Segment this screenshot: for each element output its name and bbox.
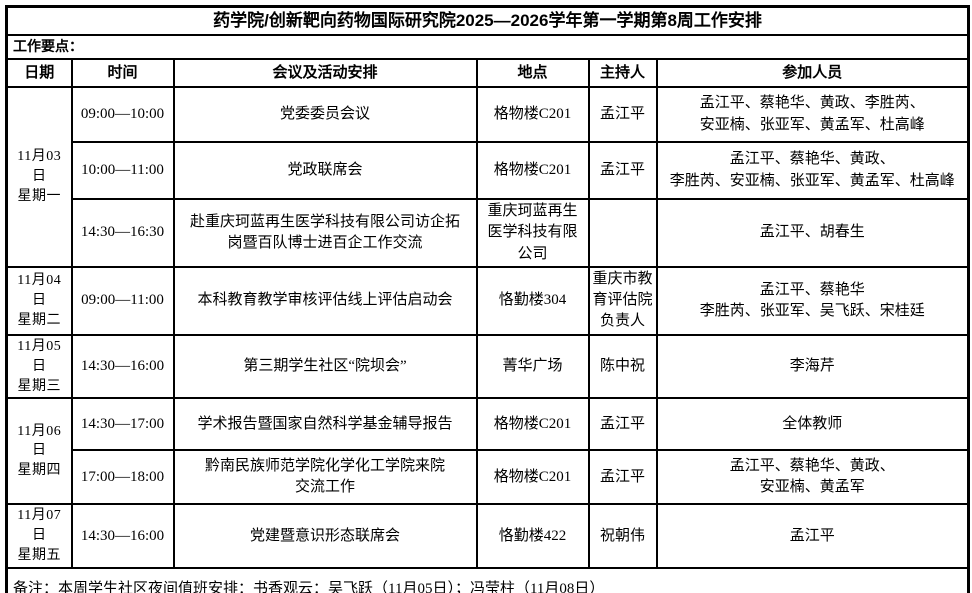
table-row: 11月04日 星期二 09:00—11:00 本科教育教学审核评估线上评估启动会… xyxy=(5,265,970,336)
location-cell: 格物楼C201 xyxy=(475,141,590,200)
date-cell: 11月07日 星期五 xyxy=(5,503,73,570)
participants-cell: 孟江平、蔡艳华、黄政、 安亚楠、黄孟军 xyxy=(655,449,970,506)
meeting-cell: 本科教育教学审核评估线上评估启动会 xyxy=(172,265,478,336)
time-cell: 14:30—16:00 xyxy=(70,503,175,570)
table-row: 10:00—11:00 党政联席会 格物楼C201 孟江平 孟江平、蔡艳华、黄政… xyxy=(7,141,970,200)
note-row: 备注：本周学生社区夜间值班安排：书香观云：吴飞跃（11月05日）；冯莹柱（11月… xyxy=(5,567,970,593)
host-cell: 重庆市教 育评估院 负责人 xyxy=(587,265,658,336)
column-header-date: 日期 xyxy=(5,58,73,88)
date-cell: 11月04日 星期二 xyxy=(5,265,73,336)
meeting-cell: 赴重庆珂蓝再生医学科技有限公司访企拓 岗暨百队博士进百企工作交流 xyxy=(172,198,478,268)
schedule-table: 药学院/创新靶向药物国际研究院2025—2026学年第一学期第8周工作安排 工作… xyxy=(5,5,971,593)
location-cell: 菁华广场 xyxy=(475,333,590,400)
location-cell: 格物楼C201 xyxy=(475,397,590,452)
table-row: 14:30—16:30 赴重庆珂蓝再生医学科技有限公司访企拓 岗暨百队博士进百企… xyxy=(7,198,970,268)
participants-cell: 李海芹 xyxy=(655,333,970,400)
header-row: 日期 时间 会议及活动安排 地点 主持人 参加人员 xyxy=(5,58,970,88)
title-row: 药学院/创新靶向药物国际研究院2025—2026学年第一学期第8周工作安排 xyxy=(5,5,970,37)
time-cell: 09:00—11:00 xyxy=(70,265,175,336)
participants-cell: 全体教师 xyxy=(655,397,970,452)
time-cell: 10:00—11:00 xyxy=(70,141,175,200)
host-cell: 孟江平 xyxy=(587,449,658,506)
meeting-cell: 党委委员会议 xyxy=(172,86,478,143)
location-cell: 重庆珂蓝再生 医学科技有限 公司 xyxy=(475,198,590,268)
column-header-location: 地点 xyxy=(475,58,590,88)
time-cell: 14:30—16:30 xyxy=(70,198,175,268)
participants-cell: 孟江平、蔡艳华 李胜芮、张亚军、吴飞跃、宋桂廷 xyxy=(655,265,970,336)
keypoints-label: 工作要点： xyxy=(5,34,970,60)
table-row: 11月05日 星期三 14:30—16:00 第三期学生社区“院坝会” 菁华广场… xyxy=(5,333,970,400)
table-row: 11月03日 星期一 09:00—10:00 党委委员会议 格物楼C201 孟江… xyxy=(5,86,970,268)
table-row: 11月06日 星期四 14:30—17:00 学术报告暨国家自然科学基金辅导报告… xyxy=(5,397,970,506)
meeting-cell: 学术报告暨国家自然科学基金辅导报告 xyxy=(172,397,478,452)
time-cell: 09:00—10:00 xyxy=(70,86,175,143)
meeting-cell: 黔南民族师范学院化学化工学院来院 交流工作 xyxy=(172,449,478,506)
date-cell: 11月05日 星期三 xyxy=(5,333,73,400)
meeting-cell: 党政联席会 xyxy=(172,141,478,200)
location-cell: 恪勤楼422 xyxy=(475,503,590,570)
time-cell: 14:30—16:00 xyxy=(70,333,175,400)
location-cell: 格物楼C201 xyxy=(475,449,590,506)
participants-cell: 孟江平、蔡艳华、黄政、李胜芮、 安亚楠、张亚军、黄孟军、杜高峰 xyxy=(655,86,970,143)
host-cell: 孟江平 xyxy=(587,141,658,200)
participants-cell: 孟江平、胡春生 xyxy=(655,198,970,268)
host-cell: 孟江平 xyxy=(587,86,658,143)
host-cell: 陈中祝 xyxy=(587,333,658,400)
column-header-time: 时间 xyxy=(70,58,175,88)
host-cell: 孟江平 xyxy=(587,397,658,452)
location-cell: 恪勤楼304 xyxy=(475,265,590,336)
keypoints-row: 工作要点： xyxy=(5,34,970,60)
date-cell: 11月06日 星期四 xyxy=(5,397,73,506)
table-row: 17:00—18:00 黔南民族师范学院化学化工学院来院 交流工作 格物楼C20… xyxy=(7,449,970,506)
host-cell xyxy=(587,198,658,268)
document-title: 药学院/创新靶向药物国际研究院2025—2026学年第一学期第8周工作安排 xyxy=(5,5,970,37)
time-cell: 17:00—18:00 xyxy=(70,449,175,506)
time-cell: 14:30—17:00 xyxy=(70,397,175,452)
meeting-cell: 第三期学生社区“院坝会” xyxy=(172,333,478,400)
column-header-participants: 参加人员 xyxy=(655,58,970,88)
participants-cell: 孟江平 xyxy=(655,503,970,570)
column-header-host: 主持人 xyxy=(587,58,658,88)
table-row: 11月07日 星期五 14:30—16:00 党建暨意识形态联席会 恪勤楼422… xyxy=(5,503,970,570)
date-cell: 11月03日 星期一 xyxy=(5,86,73,268)
host-cell: 祝朝伟 xyxy=(587,503,658,570)
column-header-meeting: 会议及活动安排 xyxy=(172,58,478,88)
meeting-cell: 党建暨意识形态联席会 xyxy=(172,503,478,570)
note-text: 备注：本周学生社区夜间值班安排：书香观云：吴飞跃（11月05日）；冯莹柱（11月… xyxy=(5,567,970,593)
location-cell: 格物楼C201 xyxy=(475,86,590,143)
participants-cell: 孟江平、蔡艳华、黄政、 李胜芮、安亚楠、张亚军、黄孟军、杜高峰 xyxy=(655,141,970,200)
